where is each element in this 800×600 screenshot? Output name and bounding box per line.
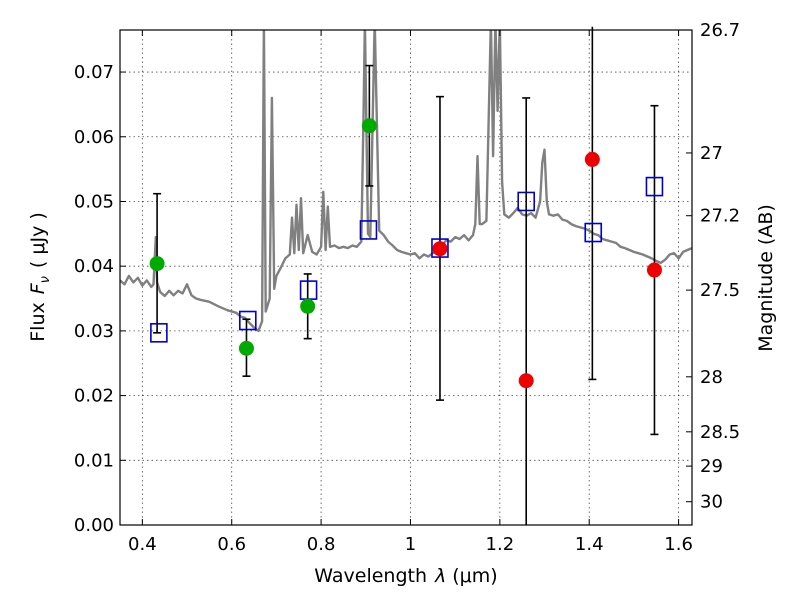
y2-axis-label: Magnitude (AB)	[755, 204, 777, 352]
x-axis-label-prefix: Wavelength	[314, 565, 427, 587]
y2-tick-label: 29	[700, 456, 723, 477]
x-tick-label: 1.4	[575, 534, 604, 555]
model-flux-box	[359, 220, 378, 240]
model-flux-box	[517, 191, 536, 212]
x-tick-label: 1.2	[486, 534, 515, 555]
model-flux-box	[150, 323, 168, 343]
y-axis-label-prefix: Flux	[27, 302, 49, 342]
y-tick-label: 0.04	[74, 256, 114, 277]
nondetection-point	[518, 373, 534, 389]
x-axis-label: Wavelength λ (μm)	[314, 565, 497, 587]
y2-tick-label: 27.2	[700, 206, 740, 227]
y2-tick-label: 30	[700, 492, 723, 513]
x-tick-label: 1	[405, 534, 416, 555]
y-tick-label: 0.06	[74, 127, 114, 148]
x-tick-label: 0.4	[128, 534, 157, 555]
x-tick-label: 1.6	[664, 534, 693, 555]
markers	[149, 118, 664, 389]
model-flux-box	[239, 310, 257, 331]
detection-point	[238, 340, 254, 356]
x-axis-label-symbol: λ	[434, 565, 446, 587]
nondetection-point	[584, 151, 600, 167]
detection-point	[361, 118, 377, 134]
detection-point	[149, 256, 165, 272]
y-tick-label: 0.03	[74, 321, 114, 342]
grid	[120, 30, 692, 526]
y2-tick-label: 27	[700, 143, 723, 164]
y2-tick-label: 27.5	[700, 280, 740, 301]
model-flux-box	[431, 238, 449, 258]
y-axis-label: Flux Fν ( μJy )	[27, 212, 53, 342]
error-bars	[153, 26, 659, 525]
x-axis-label-unit: (μm)	[452, 565, 497, 587]
nondetection-point	[432, 241, 448, 257]
x-tick-label: 0.6	[217, 534, 246, 555]
y-tick-label: 0.02	[74, 386, 114, 407]
y-axis-label-symbol: F	[27, 282, 49, 294]
y-tick-label: 0.07	[74, 62, 114, 83]
axes: 0.4 0.6 0.8 1 1.2 1.4 1.6 0.00 0.01 0.02 0.03 0.04 0…	[74, 20, 740, 555]
y2-tick-label: 28	[700, 367, 723, 388]
y-tick-label: 0.01	[74, 450, 114, 471]
y-tick-label: 0.00	[74, 515, 114, 536]
y-axis-label-subscript: ν	[38, 276, 53, 283]
y2-tick-label: 28.5	[700, 422, 740, 443]
y-tick-label: 0.05	[74, 191, 114, 212]
axes-frame	[119, 29, 693, 526]
nondetection-point	[646, 262, 662, 278]
detection-point	[300, 298, 316, 314]
y2-tick-label: 26.7	[700, 20, 740, 41]
model-flux-box	[645, 176, 664, 197]
x-tick-label: 0.8	[307, 534, 336, 555]
y-axis-label-unit: ( μJy )	[27, 212, 49, 268]
model-flux-box	[584, 222, 603, 243]
